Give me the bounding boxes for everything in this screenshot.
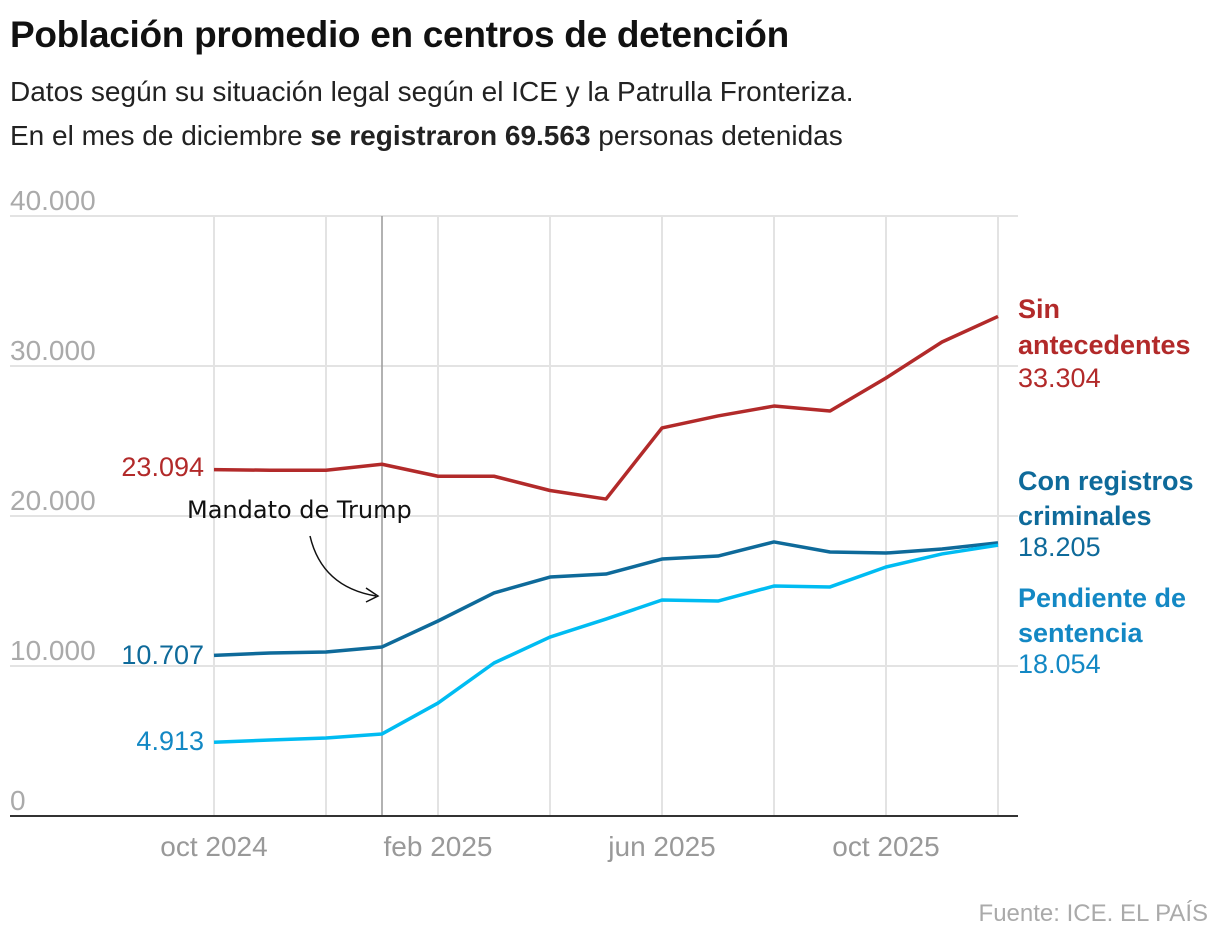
x-tick-label: oct 2025 [832, 831, 939, 862]
subtitle-bold: se registraron 69.563 [310, 120, 591, 151]
subtitle-line-2: En el mes de diciembre se registraron 69… [10, 120, 843, 152]
start-value-label: 23.094 [121, 452, 204, 482]
chart-title: Población promedio en centros de detenci… [10, 14, 789, 55]
source-note: Fuente: ICE. EL PAÍS [978, 900, 1208, 927]
annotation-arrowhead [365, 587, 380, 603]
y-tick-label: 20.000 [10, 485, 96, 516]
annotation-arrow [309, 535, 377, 597]
subtitle-line-1: Datos según su situación legal según el … [10, 76, 854, 107]
series-name-label: antecedentes [1018, 330, 1191, 360]
y-tick-label: 30.000 [10, 335, 96, 366]
end-value-label: 18.205 [1018, 532, 1101, 562]
end-value-label: 18.054 [1018, 649, 1101, 679]
subtitle-pre: En el mes de diciembre [10, 120, 311, 151]
series-name-label: Con registros [1018, 466, 1194, 496]
series-line-1 [213, 540, 999, 658]
x-tick-label: oct 2024 [160, 831, 267, 862]
subtitle-post: personas detenidas [590, 120, 843, 151]
start-value-label: 4.913 [136, 726, 204, 756]
start-value-label: 10.707 [121, 640, 204, 670]
series-name-label: sentencia [1018, 618, 1144, 648]
end-value-label: 33.304 [1018, 363, 1101, 393]
series-name-label: criminales [1018, 501, 1152, 531]
y-tick-label: 0 [10, 785, 26, 816]
series-name-label: Sin [1018, 294, 1060, 324]
x-tick-label: feb 2025 [384, 831, 493, 862]
x-tick-label: jun 2025 [607, 831, 715, 862]
annotation-label: Mandato de Trump [187, 496, 412, 524]
series-line-0 [213, 314, 999, 501]
y-tick-label: 10.000 [10, 635, 96, 666]
y-tick-label: 40.000 [10, 185, 96, 216]
series-name-label: Pendiente de [1018, 583, 1186, 613]
